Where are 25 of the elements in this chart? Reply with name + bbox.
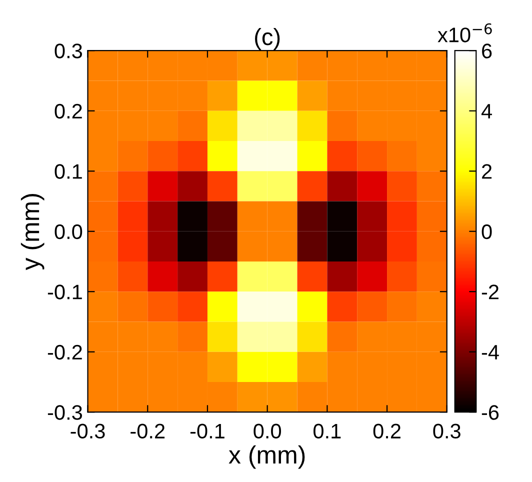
color-bar-label: 6 (482, 44, 492, 58)
x-tick-label: 0.2 (373, 424, 400, 439)
color-bar-label: 4 (481, 104, 492, 118)
color-bar-label: -2 (482, 284, 498, 300)
chart-title: (c) (255, 28, 280, 50)
y-tick-label: 0.1 (54, 164, 82, 179)
y-tick-label: -0.1 (48, 284, 82, 300)
x-axis-title: x (mm) (228, 445, 305, 469)
x-tick-label: 0.3 (433, 424, 460, 439)
color-bar-label: 2 (482, 164, 492, 179)
x-tick-label: -0.3 (70, 424, 105, 439)
x-tick-label: -0.1 (190, 424, 224, 439)
y-tick-label: -0.2 (48, 344, 82, 360)
x-tick-label: -0.2 (130, 424, 165, 439)
y-tick-label: 0.3 (54, 44, 82, 58)
color-bar-label: -4 (482, 345, 499, 360)
y-tick-label: 0.0 (54, 224, 82, 240)
y-tick-label: -0.3 (48, 405, 82, 420)
y-axis-title: y (mm) (20, 194, 44, 270)
color-bar-label: -6 (482, 405, 499, 420)
x-tick-label: 0.1 (314, 424, 341, 439)
x-tick-label: 0.0 (254, 424, 281, 439)
color-bar-title: x10$^{−6}$ (438, 23, 492, 42)
y-tick-label: 0.2 (54, 104, 82, 119)
color-bar-label: 0 (482, 224, 492, 240)
